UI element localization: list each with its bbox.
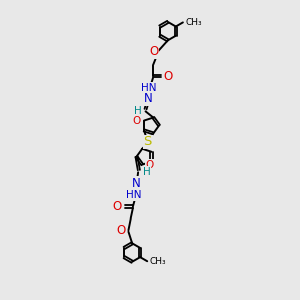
Text: H: H (143, 167, 151, 176)
Text: O: O (113, 200, 122, 213)
Text: O: O (116, 224, 125, 237)
Text: O: O (149, 45, 158, 58)
Text: S: S (144, 135, 152, 148)
Text: H: H (134, 106, 141, 116)
Text: N: N (143, 92, 152, 105)
Text: N: N (132, 177, 141, 190)
Text: CH₃: CH₃ (185, 18, 202, 27)
Text: CH₃: CH₃ (149, 257, 166, 266)
Text: O: O (133, 116, 141, 126)
Text: O: O (164, 70, 173, 83)
Text: HN: HN (126, 190, 141, 200)
Text: O: O (146, 160, 154, 170)
Text: HN: HN (141, 82, 156, 93)
